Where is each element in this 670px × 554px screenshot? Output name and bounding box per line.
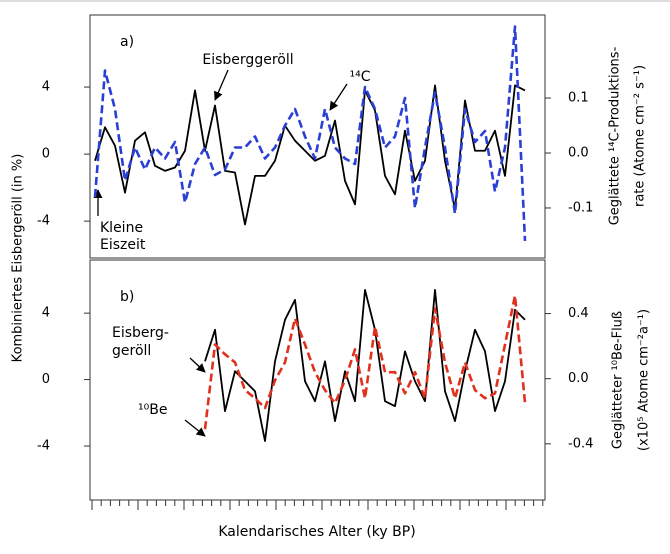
y-tick-label: -4 xyxy=(37,214,50,229)
y-tick-label: 4 xyxy=(42,306,50,321)
series-line xyxy=(203,294,527,430)
panel-b-frame xyxy=(89,259,546,501)
y2-axis-label: Geglättete ¹⁴C-Produktions- xyxy=(608,46,623,225)
series-line xyxy=(94,84,526,226)
y2-axis-label: (x10⁵ Atome cm⁻²a⁻¹) xyxy=(637,309,652,451)
y-tick-label: 4 xyxy=(42,80,50,95)
arrow xyxy=(184,419,206,437)
annotation: ¹⁴C xyxy=(350,69,371,85)
y2-tick-label: 0.4 xyxy=(568,306,589,321)
annotation: Eisberg- xyxy=(112,325,169,341)
y-tick-label: -4 xyxy=(37,439,50,454)
series-line xyxy=(204,288,526,442)
y-axis-label: Kombiniertes Eisbergeröll (in %) xyxy=(11,154,26,363)
y2-tick-label: 0.1 xyxy=(568,91,589,106)
annotation: Eisberggeröll xyxy=(202,52,293,68)
y-tick-label: 0 xyxy=(42,147,50,162)
annotation: ¹⁰Be xyxy=(138,402,167,418)
annotation: geröll xyxy=(112,343,151,359)
arrow xyxy=(329,83,348,111)
annotation: b) xyxy=(120,289,134,305)
y2-tick-label: 0.0 xyxy=(568,371,589,386)
annotation: a) xyxy=(120,34,134,50)
y-tick-label: 0 xyxy=(42,372,50,387)
series-line xyxy=(93,25,527,242)
x-axis-label: Kalendarisches Alter (ky BP) xyxy=(218,524,415,540)
y2-tick-label: -0.1 xyxy=(568,200,593,215)
annotation: Eiszeit xyxy=(100,237,146,253)
y2-tick-label: 0.0 xyxy=(568,145,589,160)
y2-axis-label: Geglätteter ¹⁰Be-Fluß xyxy=(611,311,626,449)
annotation: Kleine xyxy=(100,220,143,236)
arrow xyxy=(214,69,229,101)
arrow xyxy=(189,357,206,373)
panel-a-frame xyxy=(89,14,546,259)
y2-axis-label: rate (Atome cm⁻² s⁻¹) xyxy=(633,65,648,207)
y2-tick-label: -0.4 xyxy=(568,436,593,451)
